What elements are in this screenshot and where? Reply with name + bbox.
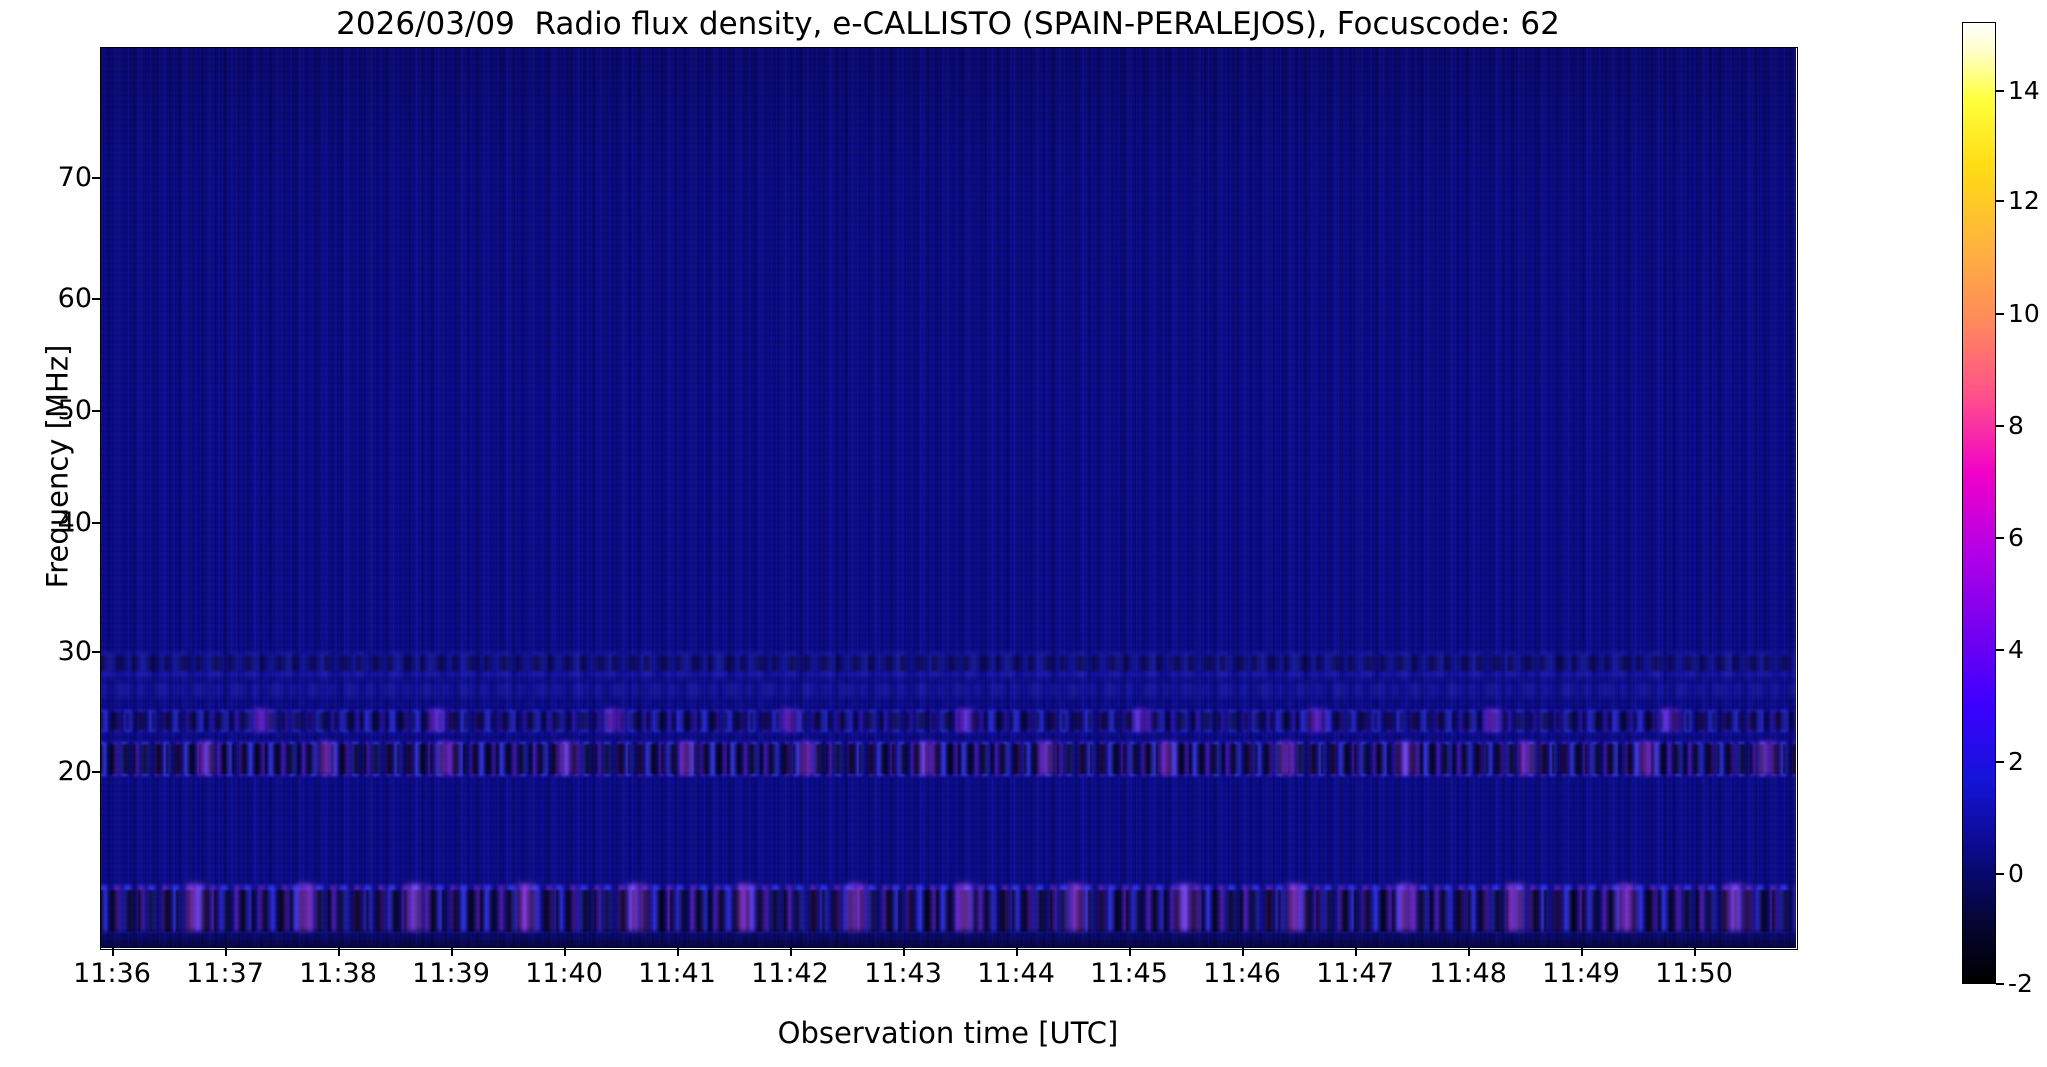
colorbar-tick-label: 10: [2008, 299, 2040, 328]
x-tick-mark: [1129, 948, 1131, 956]
noise-layer-vertical: [100, 47, 1796, 948]
colorbar-tick-mark: [1996, 873, 2004, 875]
noise-layer-horizontal: [100, 47, 1796, 948]
rfi-band-21mhz-speckles: [100, 741, 1796, 775]
rfi-band-29mhz-dark: [100, 655, 1796, 671]
x-tick-mark: [225, 948, 227, 956]
colorbar-tick-label: 6: [2008, 523, 2024, 552]
rfi-band-18mhz-speckles: [100, 883, 1796, 931]
y-tick-label: 20: [57, 756, 92, 787]
x-tick-label-group: 11:36 11:37 11:38 11:39 11:40 11:41 11:4…: [73, 958, 1796, 1000]
x-tick-label: 11:47: [1316, 958, 1394, 989]
noise-layer-vertical-coarse: [100, 47, 1796, 948]
x-tick-mark: [338, 948, 340, 956]
y-tick-mark: [92, 651, 100, 653]
colorbar-tick-label: 12: [2008, 186, 2040, 215]
y-tick-label-group: 70 60 50 40 30 20: [10, 47, 92, 948]
x-tick-label: 11:43: [864, 958, 942, 989]
colorbar-tick-mark: [1996, 761, 2004, 763]
colorbar-tick-mark: [1996, 537, 2004, 539]
x-tick-label: 11:50: [1655, 958, 1733, 989]
colorbar[interactable]: 14 12 10 8 6 4 2 0 -2: [1962, 22, 2040, 996]
x-tick-mark: [451, 948, 453, 956]
x-tick-mark: [903, 948, 905, 956]
x-tick-mark: [677, 948, 679, 956]
y-axis-label: Frequency [MHz]: [40, 344, 75, 589]
x-tick-label: 11:37: [186, 958, 264, 989]
colorbar-tick-mark: [1996, 200, 2004, 202]
rfi-band-25mhz-speckles: [100, 708, 1796, 732]
x-tick-mark: [790, 948, 792, 956]
y-tick-mark: [92, 771, 100, 773]
colorbar-tick-mark: [1996, 90, 2004, 92]
colorbar-tick-mark: [1996, 425, 2004, 427]
x-tick-label: 11:46: [1203, 958, 1281, 989]
x-tick-label: 11:38: [299, 958, 377, 989]
colorbar-tick-label: 14: [2008, 76, 2040, 105]
x-tick-label: 11:48: [1429, 958, 1507, 989]
colorbar-gradient: [1962, 22, 1996, 984]
x-tick-label: 11:41: [638, 958, 716, 989]
y-tick-label: 50: [57, 395, 92, 426]
x-axis-label: Observation time [UTC]: [777, 1016, 1119, 1050]
x-tick-mark: [1581, 948, 1583, 956]
x-tick-mark: [112, 948, 114, 956]
x-tick-mark: [1468, 948, 1470, 956]
colorbar-tick-label: 2: [2008, 747, 2024, 776]
colorbar-tick-mark: [1996, 983, 2004, 985]
x-tick-label: 11:42: [751, 958, 829, 989]
rfi-band-27mhz: [100, 683, 1796, 697]
x-tick-mark: [1242, 948, 1244, 956]
x-tick-label: 11:45: [1090, 958, 1168, 989]
colorbar-tick-label: 4: [2008, 635, 2024, 664]
page-title: 2026/03/09 Radio flux density, e-CALLIST…: [336, 6, 1560, 42]
y-tick-label: 70: [57, 162, 92, 193]
y-tick-mark: [92, 177, 100, 179]
colorbar-tick-label: 8: [2008, 411, 2024, 440]
x-tick-mark: [1016, 948, 1018, 956]
y-tick-label: 60: [57, 283, 92, 314]
x-tick-label: 11:36: [73, 958, 151, 989]
y-tick-mark: [92, 298, 100, 300]
x-tick-mark: [564, 948, 566, 956]
y-tick-mark: [92, 410, 100, 412]
vertical-brightness-gradient: [100, 47, 1796, 948]
x-tick-mark: [1355, 948, 1357, 956]
y-tick-label: 30: [57, 636, 92, 667]
x-tick-label: 11:40: [525, 958, 603, 989]
y-tick-label: 40: [57, 507, 92, 538]
spectrogram-plot[interactable]: [100, 47, 1796, 948]
x-tick-mark: [1694, 948, 1696, 956]
x-tick-label: 11:44: [977, 958, 1055, 989]
colorbar-tick-label: 0: [2008, 859, 2024, 888]
colorbar-tick-mark: [1996, 313, 2004, 315]
colorbar-tick-mark: [1996, 649, 2004, 651]
colorbar-tick-label: -2: [2008, 969, 2033, 998]
x-tick-label: 11:49: [1542, 958, 1620, 989]
x-tick-label: 11:39: [412, 958, 490, 989]
y-tick-mark: [92, 522, 100, 524]
plot-bottom-dark-edge: [100, 933, 1796, 948]
